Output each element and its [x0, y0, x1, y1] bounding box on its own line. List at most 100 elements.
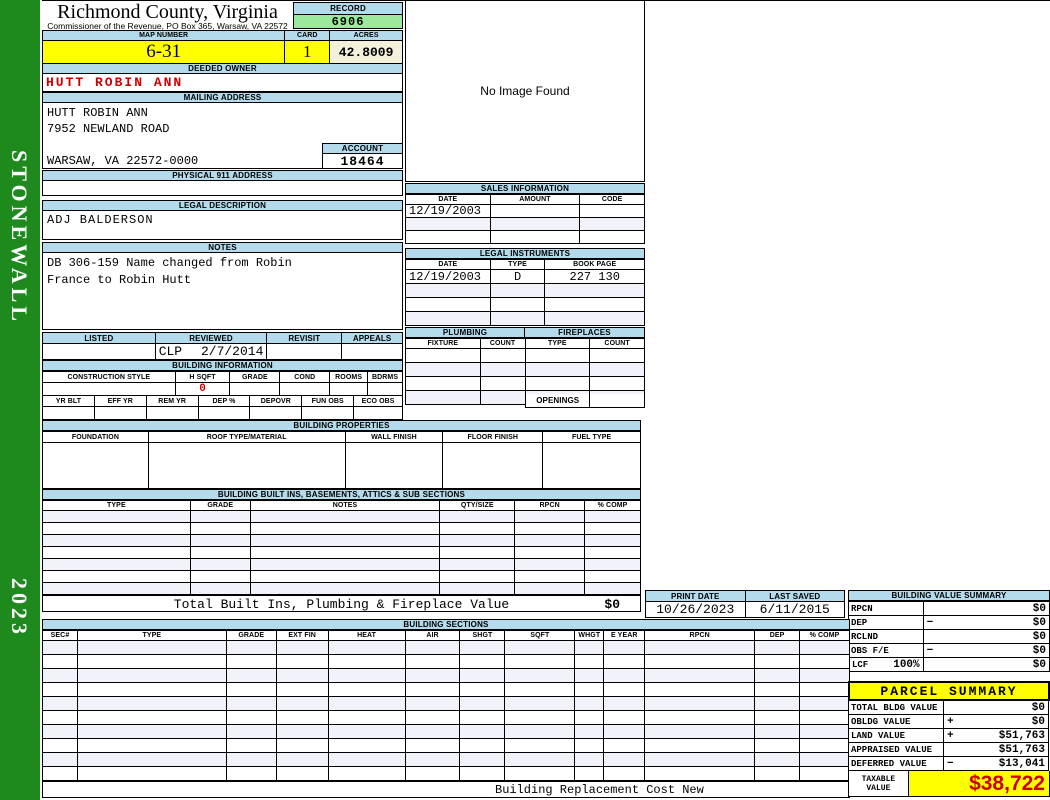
col-fireplace-type: TYPE	[525, 339, 591, 349]
table-row	[43, 767, 850, 781]
table-row	[43, 559, 642, 571]
table-row: OBLDG VALUE + $0	[849, 715, 1050, 729]
appeals-value	[342, 344, 404, 360]
ps-label: OBLDG VALUE	[849, 715, 944, 729]
table-row	[43, 683, 850, 697]
col-sqft: SQFT	[505, 631, 576, 641]
deeded-owner-label: DEEDED OWNER	[42, 63, 403, 74]
ps-label: LAND VALUE	[849, 729, 944, 743]
col-instr-type: TYPE	[490, 260, 546, 270]
col-sale-date: DATE	[406, 195, 491, 205]
col-eff-yr: EFF YR	[94, 396, 147, 407]
table-row	[43, 669, 850, 683]
openings-row: OPENINGS	[525, 394, 645, 408]
table-row	[43, 753, 850, 767]
revisit-value	[267, 344, 343, 360]
sales-table: DATE AMOUNT CODE 12/19/2003	[405, 194, 645, 244]
building-sections-table: SEC# TYPE GRADE EXT FIN HEAT AIR SHGT SQ…	[42, 630, 850, 798]
last-saved-label: LAST SAVED	[745, 591, 845, 602]
col-wall-finish: WALL FINISH	[345, 432, 444, 443]
ps-value: $51,763	[944, 743, 1049, 757]
sales-information-title: SALES INFORMATION	[405, 183, 645, 194]
table-row	[43, 711, 850, 725]
mailing-line: WARSAW, VA 22572-0000	[47, 154, 199, 168]
print-saved-box: PRINT DATE LAST SAVED 10/26/2023 6/11/20…	[645, 590, 845, 618]
table-row	[406, 298, 645, 312]
account-box: ACCOUNT 18464	[322, 143, 403, 169]
dep-pct-value	[198, 407, 251, 420]
listed-value	[43, 344, 156, 360]
table-row: LCF 100% $0	[849, 658, 1050, 672]
bvs-value: $0	[1032, 616, 1046, 629]
legal-description-label: LEGAL DESCRIPTION	[42, 200, 403, 211]
col-whgt: WHGT	[575, 631, 605, 641]
col-heat: HEAT	[328, 631, 406, 641]
reviewed-label: REVIEWED	[155, 333, 268, 344]
built-ins-total-label: Total Built Ins, Plumbing & Fireplace Va…	[173, 597, 510, 612]
building-information-title: BUILDING INFORMATION	[42, 360, 403, 371]
col-type: TYPE	[77, 631, 227, 641]
district-sidebar: STONEWALL 2023	[0, 0, 40, 800]
table-row: RPCN $0	[849, 602, 1050, 616]
sale-code	[580, 205, 645, 218]
eff-yr-value	[94, 407, 147, 420]
col-instr-date: DATE	[406, 260, 491, 270]
account-label: ACCOUNT	[322, 143, 403, 154]
county-title: Richmond County, Virginia	[57, 1, 278, 23]
col-eco-obs: ECO OBS	[354, 396, 404, 407]
table-row: DEFERRED VALUE − $13,041	[849, 757, 1050, 771]
depovr-value	[250, 407, 303, 420]
col-hsqft: H SQFT	[175, 372, 231, 383]
table-row	[43, 655, 850, 669]
col-rooms: ROOMS	[330, 372, 369, 383]
hsqft-value: 0	[175, 383, 231, 396]
building-sections-title: BUILDING SECTIONS	[42, 619, 850, 630]
col-bi-comp: % COMP	[585, 501, 642, 511]
ps-value: $51,763	[998, 729, 1045, 742]
table-row: DEP − $0	[849, 616, 1050, 630]
col-rpcn: RPCN	[645, 631, 756, 641]
roof-value	[148, 443, 346, 489]
bvs-value: $0	[1032, 644, 1046, 657]
ps-op: +	[947, 729, 954, 742]
county-header: Richmond County, Virginia Commissioner o…	[42, 2, 293, 31]
parcel-summary: PARCEL SUMMARY TOTAL BLDG VALUE $0 OBLDG…	[848, 681, 1050, 797]
col-book-page: BOOK PAGE	[545, 260, 645, 270]
cond-value	[280, 383, 331, 396]
listed-label: LISTED	[43, 333, 156, 344]
bvs-op: −	[926, 644, 934, 657]
notes-block: DB 306-159 Name changed from Robin Franc…	[42, 253, 403, 330]
district-name: STONEWALL	[7, 150, 32, 325]
building-value-summary-title: BUILDING VALUE SUMMARY	[848, 590, 1050, 601]
table-row	[43, 571, 642, 583]
legal-description-value: ADJ BALDERSON	[42, 211, 403, 240]
no-image-message: No Image Found	[480, 84, 570, 98]
plumbing-fireplaces-titles: PLUMBING FIREPLACES	[405, 327, 645, 338]
bvs-op: −	[926, 616, 934, 629]
fireplaces-title: FIREPLACES	[525, 327, 645, 338]
bvs-value: $0	[1032, 630, 1046, 643]
review-table: LISTED REVIEWED REVISIT APPEALS CLP 2/7/…	[42, 332, 404, 360]
table-row	[43, 535, 642, 547]
card-value: 1	[285, 41, 331, 64]
built-ins-title: BUILDING BUILT INS, BASEMENTS, ATTICS & …	[42, 489, 641, 500]
instr-book-page: 227 130	[545, 270, 645, 284]
building-information-table: CONSTRUCTION STYLE H SQFT GRADE COND ROO…	[42, 371, 404, 420]
table-row: LAND VALUE + $51,763	[849, 729, 1050, 743]
ps-op: −	[947, 757, 954, 770]
print-date-label: PRINT DATE	[646, 591, 746, 602]
col-fixture: FIXTURE	[406, 339, 481, 349]
col-bi-rpcn: RPCN	[515, 501, 586, 511]
table-row	[43, 511, 642, 523]
openings-label: OPENINGS	[526, 394, 591, 408]
bvs-value: $0	[1032, 602, 1046, 615]
record-label: RECORD	[293, 2, 403, 15]
col-roof: ROOF TYPE/MATERIAL	[148, 432, 346, 443]
col-bi-type: TYPE	[43, 501, 191, 511]
col-shgt: SHGT	[460, 631, 506, 641]
table-row: APPRAISED VALUE $51,763	[849, 743, 1050, 757]
table-row	[406, 218, 645, 231]
col-fireplace-count: COUNT	[590, 339, 645, 349]
table-row	[406, 377, 645, 391]
